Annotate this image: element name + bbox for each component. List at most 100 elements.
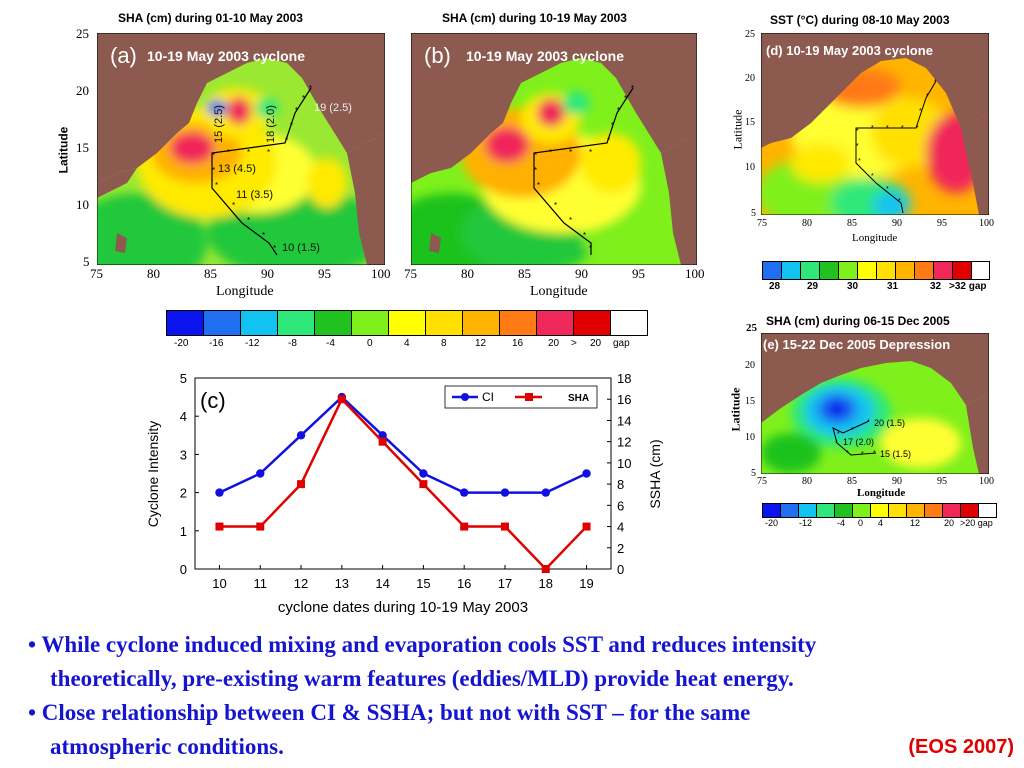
ytick-right-label: 4 [617,520,624,535]
track-label-15: 15 (2.5) [212,105,225,143]
panel-a-ylabel: Latitude [56,126,71,174]
xtick-d-75: 75 [757,218,767,229]
svg-text:*: * [858,158,861,165]
ytick-left-label: 2 [180,486,187,501]
svg-text:*: * [916,125,919,132]
xtick-label: 14 [375,576,389,591]
xtick-label: 17 [498,576,512,591]
track-label-13: 13 (4.5) [218,163,256,175]
ytick-right-label: 0 [617,562,624,577]
cb-label: 20 [944,518,955,528]
citation: (EOS 2007) [908,736,1014,758]
cb-label: 16 [512,338,524,349]
cb-label: 32 [930,281,942,292]
xtick-b-90: 90 [575,266,588,281]
cb-swatch [925,504,943,517]
ci-point [296,431,306,440]
xtick-a-80: 80 [147,266,160,281]
legend-ci-marker [461,393,469,401]
cb-swatch [782,262,801,279]
svg-text:*: * [856,128,859,135]
svg-text:*: * [290,121,293,130]
ytick-right-label: 14 [617,413,631,428]
ci-point [582,469,591,478]
cb-swatch [799,504,817,517]
cb-swatch [537,311,574,335]
chart-ylabel-right: SSHA (cm) [647,439,663,508]
cb-swatch [500,311,537,335]
xtick-b-100: 100 [685,266,705,281]
cb-swatch [858,262,877,279]
svg-text:*: * [569,216,572,225]
cb-swatch [871,504,889,517]
panel-d-caption: (d) 10-19 May 2003 cyclone [766,43,933,58]
cb-swatch [241,311,278,335]
track-label-19: 19 (2.5) [314,102,352,114]
xtick-a-90: 90 [261,266,274,281]
svg-text:*: * [212,166,215,175]
ytick-right-label: 2 [617,541,624,556]
bullet-2-line-2: atmospheric conditions. [50,734,284,759]
panel-e-header: SHA (cm) during 06-15 Dec 2005 [766,314,950,328]
ytick-a-20: 20 [76,83,89,98]
xtick-d-80: 80 [802,218,812,229]
map-panel-a: ***** ****** **** [97,33,385,265]
cb-label: >20 gap [960,518,993,528]
xtick-b-85: 85 [518,266,531,281]
svg-text:*: * [273,244,276,253]
legend-ci-label: CI [482,390,494,404]
svg-text:*: * [846,450,849,457]
svg-text:*: * [285,136,288,145]
svg-text:*: * [267,148,270,157]
xtick-b-95: 95 [632,266,645,281]
panel-d-xlabel: Longitude [852,232,898,244]
ytick-e-15: 15 [745,396,755,407]
ytick-right-label: 18 [617,371,631,386]
cb-swatch [463,311,500,335]
bullet-1-line-1: • While cyclone induced mixing and evapo… [28,632,817,657]
sha-point [582,522,591,531]
cb-swatch [820,262,839,279]
cb-label: -12 [799,518,813,528]
xtick-a-95: 95 [318,266,331,281]
ytick-e-5: 5 [751,468,756,479]
xtick-d-100: 100 [979,218,994,229]
cb-label: 12 [910,518,921,528]
cb-swatch [763,262,782,279]
svg-text:*: * [534,151,537,160]
ci-point [419,469,428,478]
svg-text:*: * [856,143,859,150]
svg-text:*: * [227,148,230,157]
series-sha-line [219,397,588,571]
cb-label: -16 [209,338,224,349]
svg-text:*: * [549,148,552,157]
cb-swatch [426,311,463,335]
summary-bullets: • While cyclone induced mixing and evapo… [28,628,1018,764]
legend-sha-label: SHA [568,393,589,404]
cb-swatch [943,504,961,517]
cb-label: -8 [288,338,297,349]
cb-label: 0 [858,518,864,528]
track-label-e-17: 17 (2.0) [843,437,875,447]
bullet-2-line-1: • Close relationship between CI & SSHA; … [28,700,751,725]
cb-label: 30 [847,281,859,292]
ytick-left-label: 5 [180,371,187,386]
panel-d-ylabel: Latitude [730,109,745,150]
track-label-e-20: 20 (1.5) [874,418,906,428]
svg-text:*: * [262,231,265,240]
ytick-left-label: 4 [180,409,187,424]
ytick-a-10: 10 [76,197,89,212]
cb-swatch [835,504,853,517]
xtick-d-95: 95 [937,218,947,229]
xtick-label: 18 [539,576,553,591]
svg-text:*: * [851,427,854,434]
sha-point [419,480,428,489]
cb-swatch [896,262,915,279]
svg-text:*: * [886,186,889,193]
map-panel-e: * * * * * * * [761,333,989,474]
xtick-e-100: 100 [979,476,994,487]
series-ci-line [218,395,588,494]
sst-colorbar [762,261,990,280]
cb-swatch [574,311,611,335]
legend-sha-marker [525,393,533,401]
